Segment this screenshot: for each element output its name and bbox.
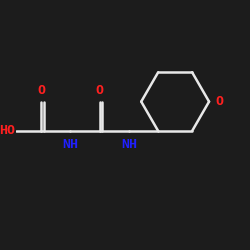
Text: O: O: [96, 84, 104, 97]
Text: O: O: [215, 95, 223, 108]
Text: NH: NH: [121, 138, 137, 151]
Text: HO: HO: [0, 124, 15, 138]
Text: NH: NH: [62, 138, 78, 151]
Text: O: O: [37, 84, 45, 97]
